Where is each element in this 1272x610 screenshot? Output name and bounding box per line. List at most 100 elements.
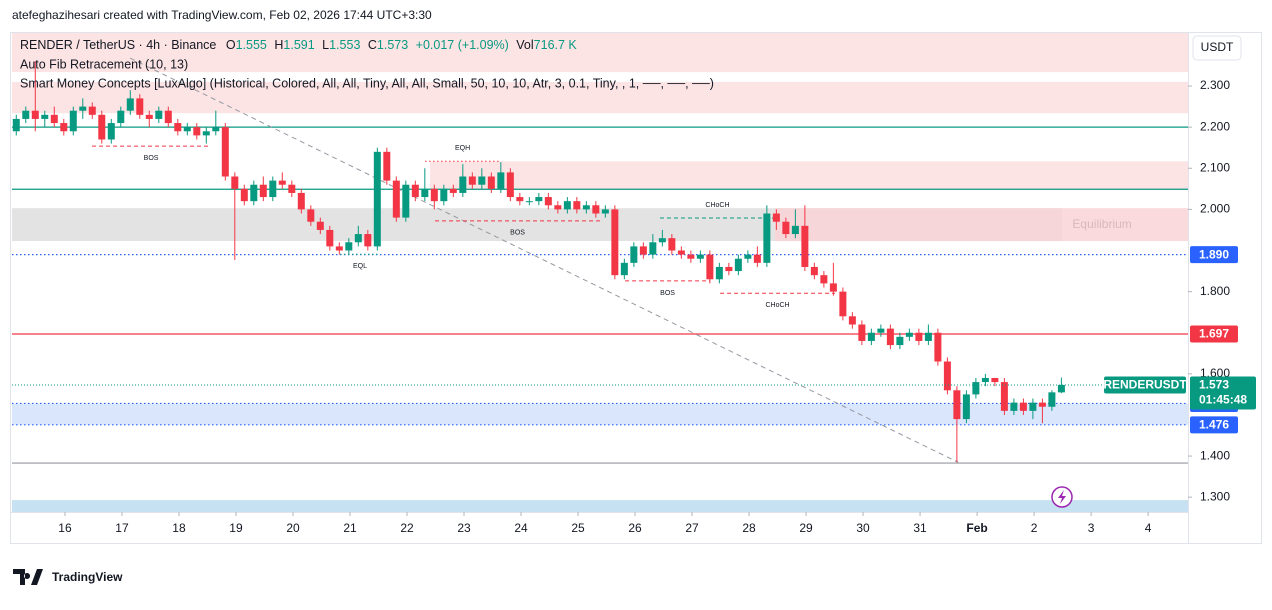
candle-body [677,250,685,255]
candle-body [630,246,638,263]
legend-low: 1.553 [329,38,360,52]
candle-body [69,110,77,132]
y-tick-label: 1.300 [1200,489,1230,503]
structure-label: BOS [510,230,525,237]
candle-body [126,98,134,111]
candle-body [649,242,657,255]
candle-body [440,188,448,202]
structure-label: BOS [660,290,675,297]
x-tick-label: 17 [115,521,129,535]
candle-body [867,332,875,341]
candle-body [810,266,818,276]
candle-body [326,229,334,247]
x-tick-label: 2 [1031,521,1038,535]
candle-body [506,172,514,198]
candle-body [1048,392,1056,407]
candle-body [468,176,476,185]
candle-body [202,131,210,136]
candle-body [991,377,999,383]
candle-body [231,176,239,189]
candle-body [725,266,733,272]
x-tick-label: 28 [742,521,756,535]
legend-volume-prefix: Vol [516,38,533,52]
candle-body [592,205,600,214]
legend-line: RENDER / TetherUS · 4h · Binance O1.555 … [20,38,577,52]
x-tick-label: 22 [400,521,414,535]
y-tick-label: 2.000 [1200,202,1230,216]
x-tick-label: 26 [628,521,642,535]
candle-body [88,106,96,115]
last-price-tag [1190,376,1256,410]
currency-button[interactable] [1192,35,1242,61]
candle-body [601,209,609,214]
candle-body [611,209,619,276]
logo: TradingView [13,569,123,585]
x-tick-label: 21 [343,521,357,535]
price-tag [1190,325,1238,343]
chart-frame [10,32,1262,544]
candle-body [706,254,714,280]
candle-body [687,254,695,259]
x-tick-label: 25 [571,521,585,535]
candle-body [60,123,68,132]
price-tag-label: 1.890 [1199,247,1229,261]
x-tick-label: 30 [856,521,870,535]
x-tick-label: 27 [685,521,699,535]
candle-body [164,110,172,124]
candle-body [915,332,923,341]
candle-body [12,118,20,132]
candle-body [791,225,799,235]
candle-body [383,151,391,181]
candle-body [335,246,343,251]
structure-label: CHoCH [705,202,729,209]
candle-body [364,234,372,247]
candle-body [212,127,220,132]
candle-body [354,234,362,243]
symbol-tag [1104,376,1186,394]
candle-body [345,242,353,251]
candle-body [924,332,932,341]
alert-bolt[interactable] [1058,490,1066,504]
legend-volume: 716.7 K [534,38,578,52]
candle-body [563,201,571,210]
candle-body [639,246,647,255]
candle-body [31,110,39,119]
candle-body [297,192,305,210]
currency[interactable]: USDT [1201,40,1234,54]
candle-body [240,188,248,202]
candle-body [373,151,381,247]
candle-body [269,180,277,198]
symbol-tag-label: RENDERUSDT [1103,378,1187,392]
candle-body [953,390,961,420]
candle-body [250,184,258,202]
candle-body [1038,402,1046,407]
candle-body [896,336,904,346]
candle-body [145,114,153,119]
legend-prefix: C [368,38,377,52]
price-tag-label: 1.476 [1199,418,1229,432]
candle-body [183,127,191,132]
candle-body [962,394,970,420]
y-tick-label: 1.800 [1200,284,1230,298]
candle-body [278,180,286,185]
x-tick-label: 29 [799,521,813,535]
legend-prefix: O [226,38,236,52]
candle-body [221,127,229,177]
structure-label: BOS [144,155,159,162]
legend-symbol: RENDER / TetherUS · 4h · Binance [20,38,216,52]
structure-label: EQH [455,145,470,152]
last-price-label: 1.573 [1199,378,1229,392]
candle-body [174,123,182,132]
candle-body [22,110,30,119]
zone [12,81,1188,114]
candle-body [829,283,837,292]
legend-prefix: L [322,38,329,52]
candle-body [1057,384,1065,393]
candle-body [943,361,951,391]
x-tick-label: 31 [913,521,927,535]
candle-body [582,205,590,210]
credit: atefeghazihesari created with TradingVie… [12,8,432,22]
candle-body [972,382,980,395]
alert-icon[interactable] [1051,486,1073,508]
